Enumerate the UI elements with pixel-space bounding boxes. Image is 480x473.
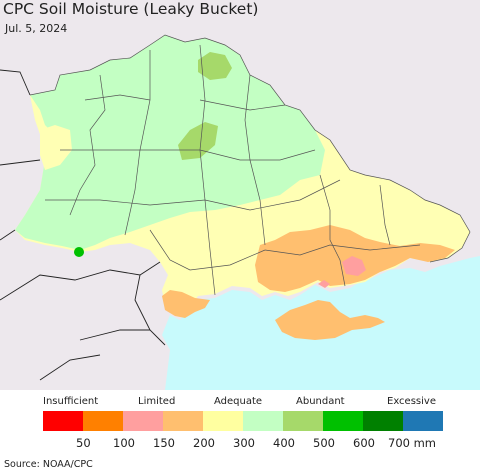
legend-category-limited: Limited: [138, 396, 176, 407]
legend-swatch: [203, 411, 243, 431]
wet-spot: [74, 247, 84, 257]
legend-colorbar: [43, 411, 443, 431]
legend-tick-600: 600: [353, 436, 375, 450]
abundant-north: [198, 52, 232, 80]
legend-tick-700: 700 mm: [388, 436, 437, 450]
dry-southwest: [162, 290, 210, 318]
country-borders: [0, 69, 166, 381]
map-title: CPC Soil Moisture (Leaky Bucket): [3, 0, 259, 18]
legend-tick-300: 300: [233, 436, 255, 450]
legend-tick-400: 400: [273, 436, 295, 450]
legend-category-insufficient: Insufficient: [43, 396, 99, 407]
legend-category-abundant: Abundant: [296, 396, 345, 407]
legend-tick-150: 150: [153, 436, 175, 450]
legend-tick-200: 200: [193, 436, 215, 450]
legend-category-excessive: Excessive: [387, 396, 436, 407]
legend-swatch: [83, 411, 123, 431]
very-dry-small: [318, 280, 330, 288]
oblast-borders: [29, 34, 471, 296]
legend-swatch: [323, 411, 363, 431]
legend-swatch: [163, 411, 203, 431]
map-date: Jul. 5, 2024: [5, 22, 68, 35]
legend-swatch: [243, 411, 283, 431]
very-dry-spot: [342, 256, 366, 276]
legend-swatch: [283, 411, 323, 431]
legend-swatch: [123, 411, 163, 431]
crimea: [275, 300, 385, 340]
legend-tick-100: 100: [113, 436, 135, 450]
abundant-central: [178, 122, 218, 160]
legend-tick-500: 500: [313, 436, 335, 450]
legend-swatch: [363, 411, 403, 431]
west-adequate-pocket: [40, 125, 72, 170]
legend-category-adequate: Adequate: [214, 396, 263, 407]
legend-swatch: [403, 411, 443, 431]
legend-tick-50: 50: [76, 436, 91, 450]
legend-swatch: [43, 411, 83, 431]
source-credit: Source: NOAA/CPC: [4, 459, 93, 470]
moist-region: [15, 35, 325, 250]
